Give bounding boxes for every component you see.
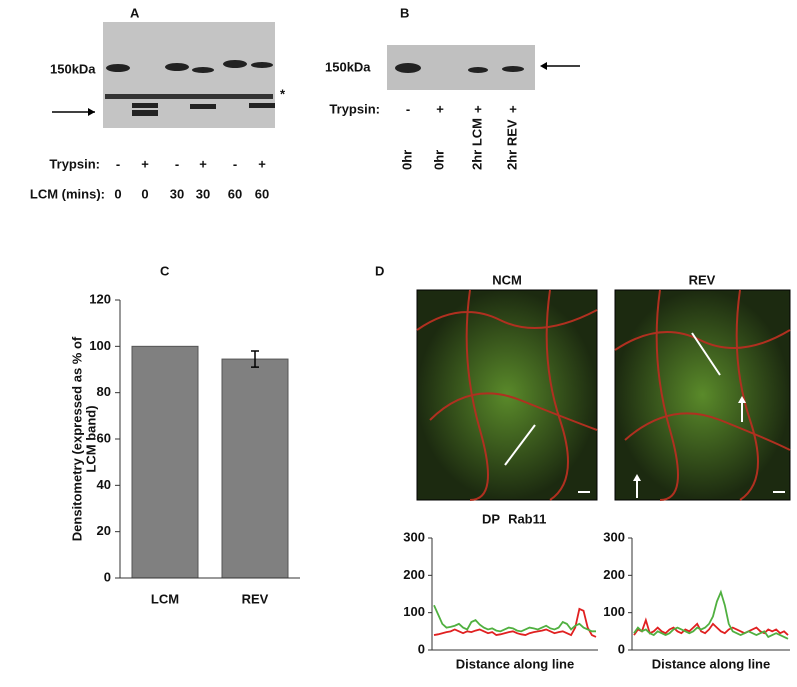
lane-time: 30 (170, 186, 184, 201)
y-tick-label: 100 (89, 338, 111, 353)
row-label: LCM (mins): (30, 186, 105, 201)
lane-sign: + (199, 156, 207, 171)
axes (631, 538, 790, 651)
row-label: Trypsin: (49, 156, 100, 171)
lane-time: 0 (114, 186, 121, 201)
lane-sign: + (509, 101, 517, 116)
axes (431, 538, 598, 651)
bar (221, 358, 289, 579)
legend-entry: Rab11 (508, 511, 546, 526)
y-tick-label: 200 (603, 567, 625, 582)
bands (105, 60, 275, 116)
image-title: NCM (492, 272, 522, 287)
bar (131, 345, 199, 579)
y-tick-label: 80 (97, 384, 111, 399)
y-tick-label: 100 (403, 604, 425, 619)
axes (119, 300, 300, 579)
lane-label: 0hr (399, 150, 414, 170)
y-axis-label: Densitometry (expressed as % of (69, 336, 84, 541)
lane-time: 60 (255, 186, 269, 201)
y-tick-label: 0 (104, 569, 111, 584)
error-bar (251, 350, 259, 368)
lane-label: 2hr LCM (469, 118, 484, 170)
lane-label: 2hr REV (504, 119, 519, 170)
lane-label: 0hr (431, 150, 446, 170)
x-axis-label: Distance along line (652, 656, 770, 671)
lane-sign: + (436, 101, 444, 116)
line (433, 604, 596, 633)
lane-sign: + (258, 156, 266, 171)
legend-entry: DP (482, 511, 500, 526)
panel-label: C (160, 263, 170, 278)
marker: 150kDa (50, 61, 96, 76)
line (433, 607, 597, 638)
y-tick-label: 60 (97, 430, 111, 445)
marker: 150kDa (325, 59, 371, 74)
x-axis-label: Distance along line (456, 656, 574, 671)
y-tick-label: 120 (89, 291, 111, 306)
lane-sign: - (406, 101, 410, 116)
y-tick-label: 0 (418, 641, 425, 656)
x-tick-label: LCM (151, 591, 179, 606)
bands (395, 63, 524, 73)
panel-label: B (400, 5, 409, 20)
panel-label: D (375, 263, 384, 278)
row-label: Trypsin: (329, 101, 380, 116)
lane-sign: + (141, 156, 149, 171)
x-tick-label: REV (242, 591, 269, 606)
lane-sign: - (116, 156, 120, 171)
lane-time: 30 (196, 186, 210, 201)
y-tick-label: 40 (97, 477, 111, 492)
y-tick-label: 200 (403, 567, 425, 582)
lane-sign: - (175, 156, 179, 171)
y-tick-label: 300 (603, 529, 625, 544)
y-tick-label: 300 (403, 529, 425, 544)
asterisk: * (280, 86, 286, 101)
lane-sign: - (233, 156, 237, 171)
arrow-head (540, 62, 547, 70)
lane-sign: + (474, 101, 482, 116)
y-tick-label: 0 (618, 641, 625, 656)
blot (103, 22, 275, 128)
micrograph (416, 289, 598, 501)
image-title: REV (689, 272, 716, 287)
lane-time: 60 (228, 186, 242, 201)
arrow-head (88, 108, 95, 116)
y-tick-label: 100 (603, 604, 625, 619)
y-axis-label: LCM band) (83, 405, 98, 472)
lane-time: 0 (141, 186, 148, 201)
y-tick-label: 20 (97, 523, 111, 538)
line (633, 589, 789, 640)
micrograph (614, 289, 791, 501)
panel-label: A (130, 5, 140, 20)
